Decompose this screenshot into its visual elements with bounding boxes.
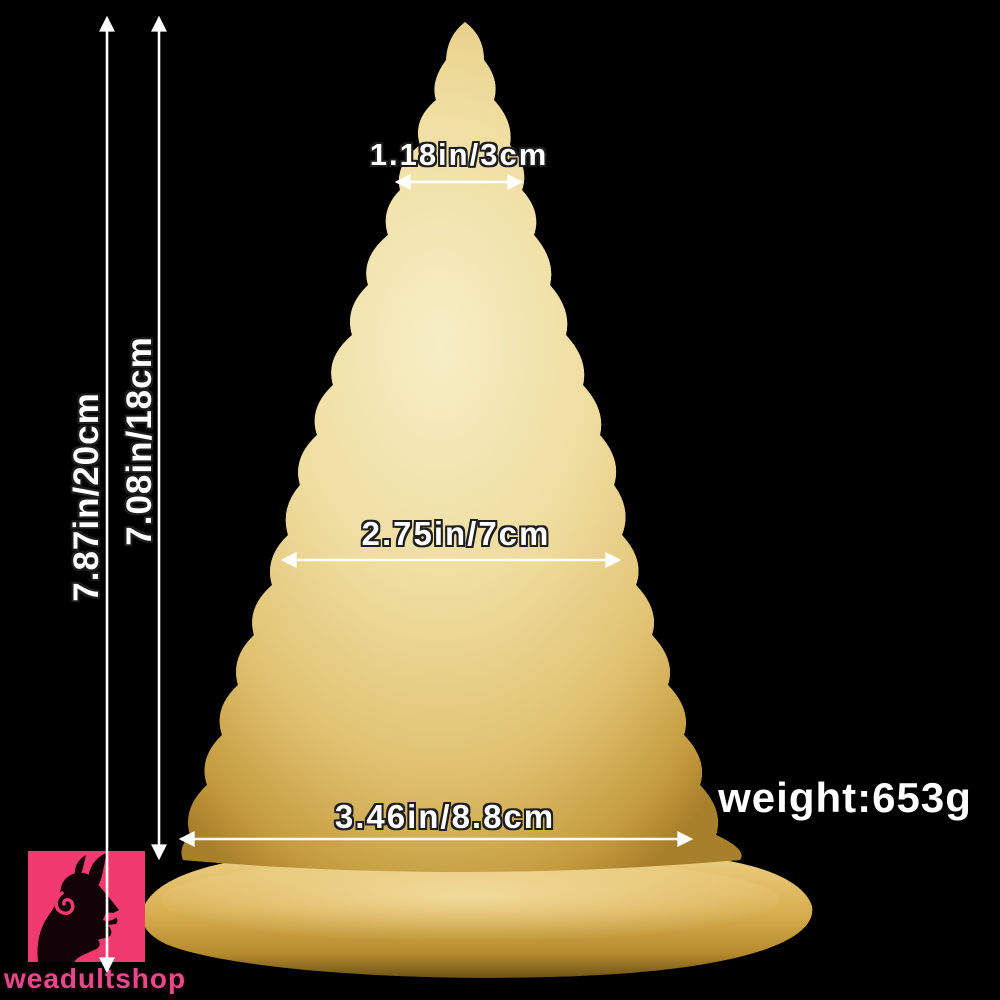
dimension-label-body-height: 7.08in/18cm: [120, 336, 159, 546]
dimension-label-base-width: 3.46in/8.8cm: [334, 798, 556, 835]
dimension-label-top-width: 1.18in/3cm: [369, 137, 549, 172]
dimension-label-middle-width: 2.75in/7cm: [361, 515, 551, 552]
brand-name-text: weadultshop: [4, 963, 187, 994]
devil-head-icon: [28, 851, 145, 962]
weight-label: weight:653g: [718, 774, 972, 821]
dimension-label-total-height: 7.87in/20cm: [67, 392, 106, 602]
brand-logo: [28, 851, 145, 962]
product-base-shape: [141, 854, 813, 978]
